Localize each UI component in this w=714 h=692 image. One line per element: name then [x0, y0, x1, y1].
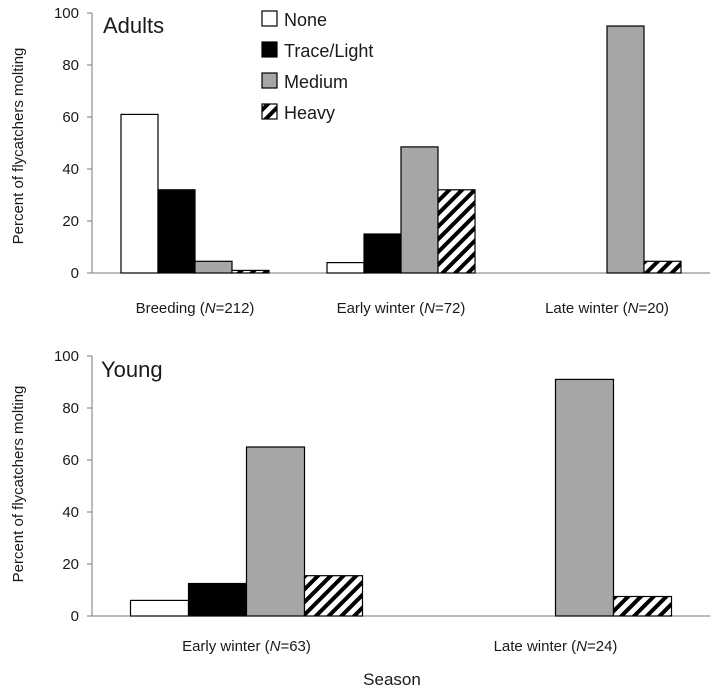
young-y-tick-label: 20 — [62, 556, 79, 573]
legend-swatch-heavy — [261, 103, 278, 120]
bar-adults-early-winter-heavy — [437, 189, 476, 274]
adults-x-tick-label-early-winter: Early winter (N=72) — [337, 300, 466, 317]
young-panel-label: Young — [101, 357, 163, 382]
legend-label-none: None — [284, 10, 327, 30]
bar-adults-breeding-none — [120, 113, 159, 274]
bar-young-late-winter-heavy — [612, 595, 673, 617]
adults-y-tick-label: 100 — [54, 5, 79, 22]
bar-adults-breeding-trace-light — [157, 189, 196, 274]
bar-adults-breeding-medium — [194, 260, 233, 274]
adults-chart: 0 20 40 60 80 100 Breeding (N=212) Early winte… — [10, 5, 710, 317]
adults-y-tick-label: 0 — [71, 265, 79, 282]
bar-young-early-winter-medium — [245, 446, 306, 617]
young-y-axis: 0 20 40 60 80 100 — [54, 348, 710, 625]
adults-y-tick-label: 80 — [62, 57, 79, 74]
adults-y-tick-label: 60 — [62, 109, 79, 126]
young-x-tick-labels: Early winter (N=63) Late winter (N=24) — [182, 638, 617, 655]
legend-swatch-trace-light — [261, 41, 278, 58]
bar-adults-early-winter-medium — [400, 146, 439, 274]
legend-label-heavy: Heavy — [284, 103, 335, 123]
adults-bars — [120, 25, 682, 274]
legend: None Trace/Light Medium Heavy — [261, 10, 373, 123]
bar-adults-late-winter-heavy — [643, 260, 682, 274]
adults-panel-label: Adults — [103, 13, 164, 38]
bar-young-late-winter-medium — [554, 378, 615, 617]
legend-swatch-medium — [261, 72, 278, 89]
young-y-tick-label: 80 — [62, 400, 79, 417]
adults-x-tick-label-late-winter: Late winter (N=20) — [545, 300, 669, 317]
legend-label-medium: Medium — [284, 72, 348, 92]
bar-adults-breeding-heavy — [231, 269, 270, 274]
bar-adults-early-winter-none — [326, 262, 365, 274]
young-x-tick-label-late-winter: Late winter (N=24) — [494, 638, 618, 655]
young-x-tick-label-early-winter: Early winter (N=63) — [182, 638, 311, 655]
adults-y-tick-label: 20 — [62, 213, 79, 230]
legend-label-trace-light: Trace/Light — [284, 41, 373, 61]
young-y-tick-label: 0 — [71, 608, 79, 625]
bar-young-early-winter-trace-light — [187, 582, 248, 617]
young-y-tick-label: 60 — [62, 452, 79, 469]
young-y-axis-title: Percent of flycatchers molting — [10, 386, 27, 583]
young-y-tick-label: 100 — [54, 348, 79, 365]
young-y-tick-label: 40 — [62, 504, 79, 521]
legend-swatch-none — [261, 10, 278, 27]
young-chart: 0 20 40 60 80 100 Early winter (N=63) Late win… — [10, 348, 710, 689]
bar-adults-late-winter-medium — [606, 25, 645, 274]
bar-adults-early-winter-trace-light — [363, 233, 402, 274]
adults-x-tick-labels: Breeding (N=212) Early winter (N=72) Late … — [136, 300, 669, 317]
adults-y-tick-label: 40 — [62, 161, 79, 178]
x-axis-title: Season — [363, 670, 421, 689]
young-bars — [129, 378, 673, 617]
bar-young-early-winter-heavy — [303, 575, 364, 617]
bar-young-early-winter-none — [129, 599, 190, 617]
adults-x-tick-label-breeding: Breeding (N=212) — [136, 300, 255, 317]
adults-y-axis-title: Percent of flycatchers molting — [10, 48, 27, 245]
